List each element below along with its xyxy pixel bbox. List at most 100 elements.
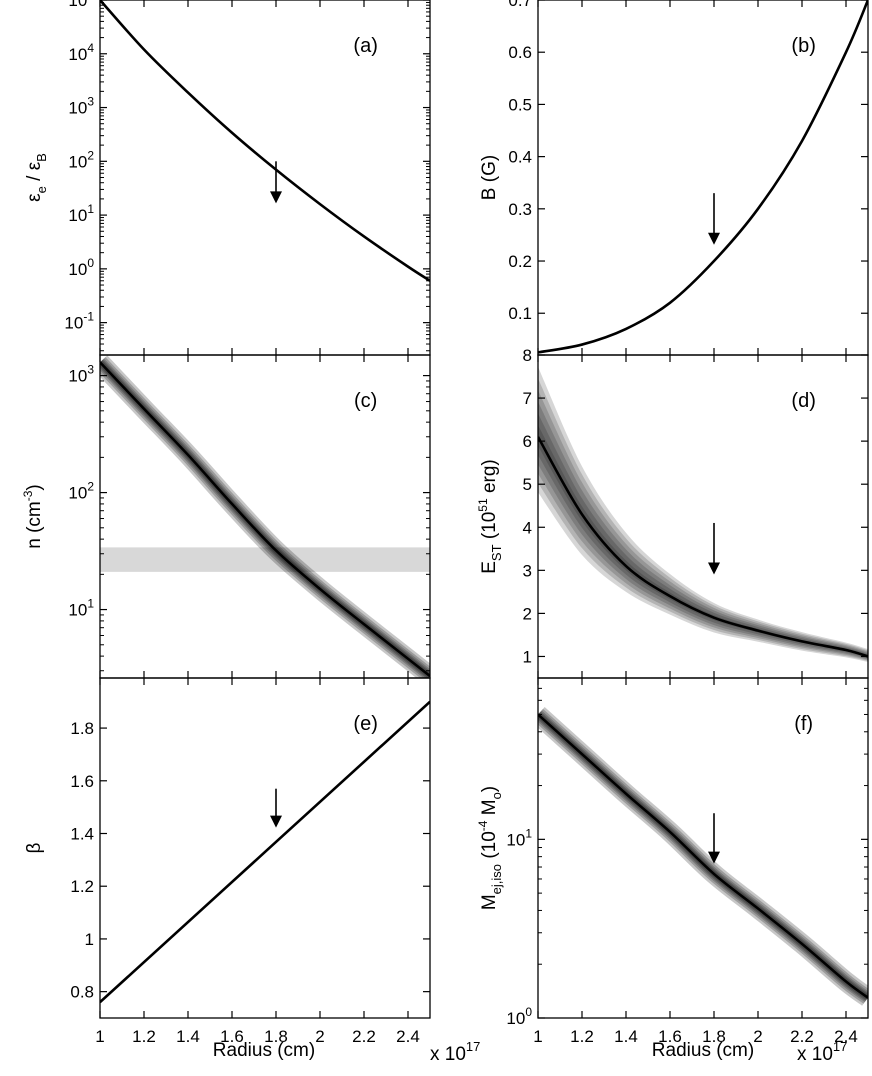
series-curve-b [538,0,868,354]
series-curve-a [100,0,430,282]
y-axis-label-f-part: ej,iso [489,864,504,894]
y-axis-label-c-part: n (cm [24,501,45,549]
y-axis-label-f-part: (10 [479,831,500,864]
y-axis-label-f-part: -4 [476,820,490,831]
x-tick-label: 1.4 [176,1027,200,1046]
uncertainty-band-layer [538,378,868,662]
y-axis-label-c-part: ) [24,484,45,490]
panel-b: 0.7 0.6 0.5 0.4 0.3 0.2 0.1 (b) B (G) [479,0,869,356]
arrow-head [708,851,720,864]
y-tick-label: 101 [68,597,94,620]
y-axis-label-a-part: B [34,153,49,162]
y-tick-label-part: -1 [83,310,94,324]
y-tick-label: 6 [523,432,532,451]
y-tick-label-part: 7 [523,389,532,408]
y-tick-label-part: 2 [87,480,94,494]
series-curve-f [538,713,868,999]
y-tick-label: 0.7 [508,0,532,10]
x-axis-label-right: Radius (cm) [652,1040,754,1061]
y-tick-label: 100 [506,1005,532,1028]
panel-d-plot-area [538,366,868,662]
panel-b-plot-area [538,0,868,354]
arrow-head [270,815,282,828]
series-curve-e [100,700,430,1004]
x-tick-label: 1.8 [702,1027,726,1046]
y-tick-label: 101 [68,202,94,225]
uncertainty-band-layer [538,413,868,659]
y-tick-label: 1.2 [70,877,94,896]
y-tick-label: 1 [85,930,94,949]
arrow-head [270,191,282,204]
y-axis-label-f-part: o [489,792,504,799]
panel-e-plot-area [100,700,430,1004]
y-tick-label: 0.2 [508,252,532,271]
y-tick-label: 1.6 [70,772,94,791]
x-multiplier-left-base: x 10 [430,1044,466,1065]
y-tick-label-part: 0.4 [508,148,532,167]
y-tick-label: 1.4 [70,825,94,844]
y-tick-label: 4 [523,518,532,537]
x-tick-label: 2.2 [352,1027,376,1046]
y-tick-label: 100 [68,256,94,279]
x-tick-label-part: 1 [95,1027,104,1046]
y-tick-label-part: 10 [68,260,87,279]
y-tick-label-part: 0.5 [508,95,532,114]
panel-c-plot-area [100,355,430,678]
panel-tag-b: (b) [791,35,815,57]
y-tick-label: 102 [68,148,94,171]
y-axis-label-d-part: E [479,561,500,574]
y-axis-label-a-part: ε [24,193,45,202]
y-tick-label-part: 0.6 [508,43,532,62]
x-tick-label: 2 [753,1027,762,1046]
x-tick-label: 2.4 [834,1027,858,1046]
panel-e: 1.8 1.6 1.4 1.2 1 0.8 1 1.2 1.4 1.6 1.8 2 2.2 2.4 (e) β [24,677,431,1046]
y-tick-label-part: 1 [87,597,94,611]
y-tick-label-part: 0.8 [70,983,94,1002]
panel-tag-d-part: (d) [791,390,815,412]
shaded-band [100,547,430,572]
x-tick-label: 1 [95,1027,104,1046]
y-tick-label-part: 1 [525,826,532,840]
y-tick-label-part: 0 [87,256,94,270]
panel-a-frame [99,0,431,356]
x-tick-label: 1.6 [658,1027,682,1046]
y-axis-label-c-part: -3 [21,490,35,501]
y-tick-label: 0.1 [508,304,532,323]
y-tick-label: 105 [68,0,94,10]
y-tick-label-part: 3 [87,363,94,377]
y-axis-label-b-part: B (G) [479,155,500,200]
panel-e-frame [99,677,431,1019]
panel-a-plot-area [100,0,430,282]
y-tick-label-part: 10 [64,314,83,333]
y-tick-label-part: 4 [87,41,94,55]
y-tick-label-part: 6 [523,432,532,451]
x-tick-label: 1.2 [132,1027,156,1046]
y-tick-label-part: 0.3 [508,200,532,219]
y-tick-label: 103 [68,363,94,386]
panel-a: 10510410310210110010-1(a)εe / εB [24,0,431,356]
y-tick-label: 3 [523,561,532,580]
arrow-head [708,562,720,575]
y-axis-label-f: Mej,iso (10-4 Mo) [476,786,504,910]
y-tick-label-part: 1.4 [70,825,94,844]
y-tick-label-part: 10 [68,45,87,64]
panel-tag-c: (c) [354,390,377,412]
y-tick-label-part: 10 [506,830,525,849]
x-tick-label-part: 1.8 [702,1027,726,1046]
panel-tag-b-part: (b) [791,35,815,57]
x-tick-label: 1.2 [570,1027,594,1046]
y-tick-label: 0.4 [508,148,532,167]
y-tick-label-part: 0.7 [508,0,532,10]
panel-tag-d: (d) [791,390,815,412]
panel-tag-e: (e) [353,713,377,735]
y-axis-label-d-part: ST [489,544,504,561]
arrow-head [708,232,720,245]
y-tick-label: 7 [523,389,532,408]
y-tick-label: 8 [523,346,532,365]
panel-b-frame [537,0,869,356]
y-tick-label-part: 10 [68,0,87,10]
y-tick-label-part: 4 [523,518,532,537]
panel-tag-a: (a) [353,35,377,57]
